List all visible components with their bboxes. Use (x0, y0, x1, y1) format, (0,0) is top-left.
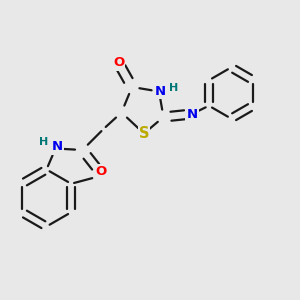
Text: N: N (51, 140, 63, 154)
Text: N: N (155, 85, 166, 98)
Text: N: N (186, 107, 198, 121)
Text: H: H (169, 83, 178, 93)
Text: S: S (139, 126, 149, 141)
Text: O: O (113, 56, 124, 70)
Text: O: O (96, 165, 107, 178)
Text: H: H (39, 137, 48, 147)
